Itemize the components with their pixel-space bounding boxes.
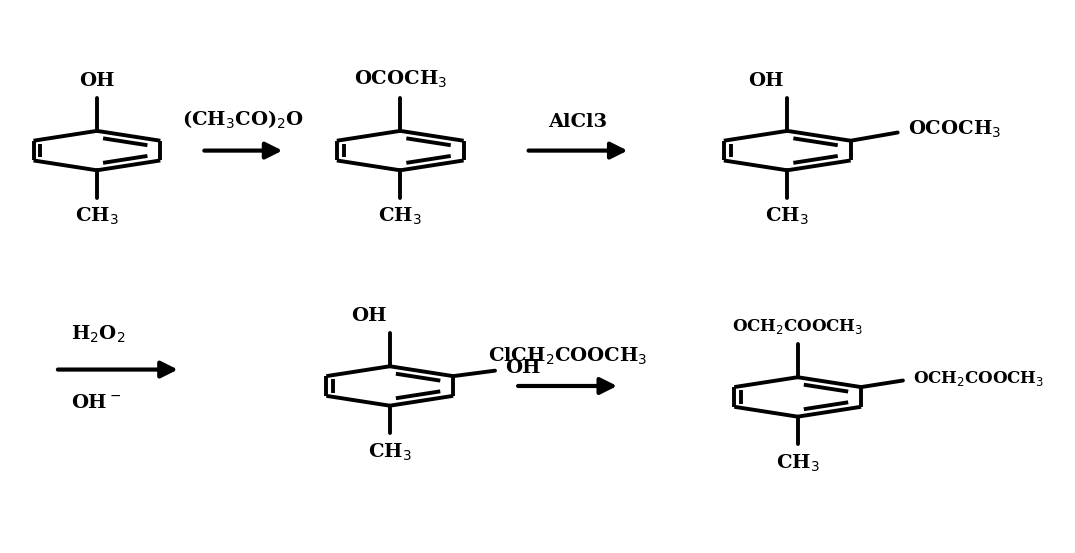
Text: OH: OH bbox=[505, 359, 541, 377]
Text: CH$_3$: CH$_3$ bbox=[368, 441, 412, 463]
Text: OH: OH bbox=[80, 72, 115, 90]
Text: CH$_3$: CH$_3$ bbox=[776, 452, 819, 473]
Text: OH: OH bbox=[352, 307, 387, 325]
Text: CH$_3$: CH$_3$ bbox=[75, 206, 118, 227]
Text: OH: OH bbox=[748, 72, 784, 90]
Text: CH$_3$: CH$_3$ bbox=[378, 206, 422, 227]
Text: (CH$_3$CO)$_2$O: (CH$_3$CO)$_2$O bbox=[183, 109, 304, 132]
Text: H$_2$O$_2$: H$_2$O$_2$ bbox=[71, 324, 125, 345]
Text: OCOCH$_3$: OCOCH$_3$ bbox=[354, 69, 447, 90]
Text: OCOCH$_3$: OCOCH$_3$ bbox=[908, 119, 1001, 140]
Text: OCH$_2$COOCH$_3$: OCH$_2$COOCH$_3$ bbox=[732, 317, 863, 336]
Text: CH$_3$: CH$_3$ bbox=[765, 206, 809, 227]
Text: AlCl3: AlCl3 bbox=[548, 113, 607, 132]
Text: OH$^-$: OH$^-$ bbox=[71, 394, 121, 412]
Text: OCH$_2$COOCH$_3$: OCH$_2$COOCH$_3$ bbox=[914, 369, 1045, 388]
Text: ClCH$_2$COOCH$_3$: ClCH$_2$COOCH$_3$ bbox=[488, 346, 647, 367]
